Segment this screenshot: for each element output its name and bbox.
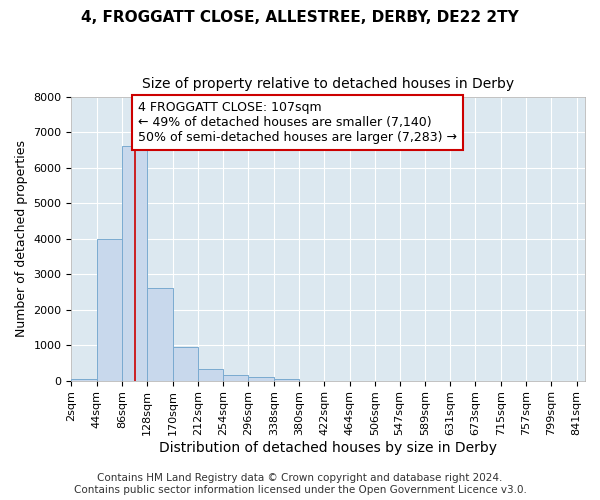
Bar [122,146,147,380]
Bar [71,379,97,380]
Bar [97,238,122,380]
Text: 4, FROGGATT CLOSE, ALLESTREE, DERBY, DE22 2TY: 4, FROGGATT CLOSE, ALLESTREE, DERBY, DE2… [81,10,519,25]
X-axis label: Distribution of detached houses by size in Derby: Distribution of detached houses by size … [159,441,497,455]
Text: Contains HM Land Registry data © Crown copyright and database right 2024.
Contai: Contains HM Land Registry data © Crown c… [74,474,526,495]
Bar [173,347,198,380]
Y-axis label: Number of detached properties: Number of detached properties [15,140,28,337]
Title: Size of property relative to detached houses in Derby: Size of property relative to detached ho… [142,78,514,92]
Bar [198,369,223,380]
Bar [223,376,248,380]
Bar [248,377,274,380]
Bar [147,288,173,380]
Text: 4 FROGGATT CLOSE: 107sqm
← 49% of detached houses are smaller (7,140)
50% of sem: 4 FROGGATT CLOSE: 107sqm ← 49% of detach… [138,101,457,144]
Bar [274,379,299,380]
